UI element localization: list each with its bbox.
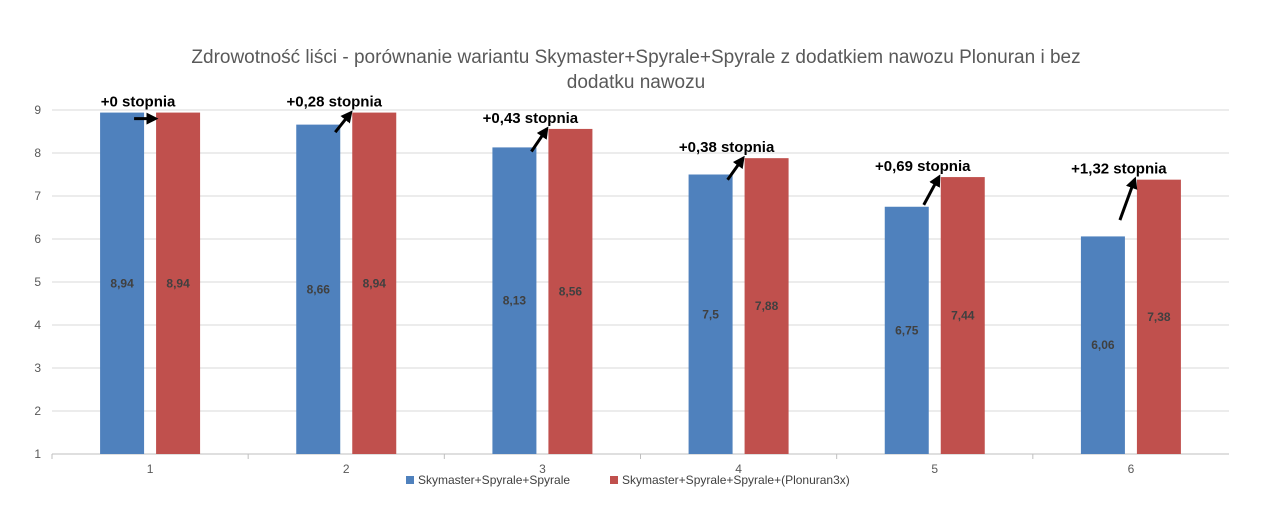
bar-series-2 (1136, 179, 1181, 454)
bar-series-2 (744, 158, 789, 454)
y-tick-label: 2 (34, 404, 41, 418)
change-annotation: +0,28 stopnia (287, 94, 383, 111)
chart-title-line-1: Zdrowotność liści - porównanie wariantu … (191, 47, 1080, 68)
x-tick-label: 2 (343, 462, 350, 476)
bar-series-2 (156, 112, 201, 454)
change-annotation: +0 stopnia (101, 94, 176, 111)
change-arrow (726, 155, 745, 181)
bar-series-1 (100, 112, 145, 454)
y-tick-label: 5 (34, 275, 41, 289)
data-label: 7,88 (755, 299, 779, 313)
bar-series-1 (1080, 236, 1125, 454)
change-annotation: +0,43 stopnia (483, 110, 579, 127)
y-tick-label: 7 (34, 189, 41, 203)
y-tick-label: 1 (34, 447, 41, 461)
data-label: 6,75 (895, 323, 919, 337)
legend-label-series-1: Skymaster+Spyrale+Spyrale (418, 473, 570, 487)
legend-label-series-2: Skymaster+Spyrale+Spyrale+(Plonuran3x) (622, 473, 850, 487)
data-label: 8,94 (110, 276, 134, 290)
change-arrow (1118, 176, 1138, 221)
data-label: 6,06 (1091, 338, 1115, 352)
bars: 8,94 8,94 8,66 8,94 8,13 8,56 7,5 7,88 6,75 7,44 6… (100, 112, 1181, 455)
data-label: 8,94 (363, 276, 387, 290)
data-label: 7,5 (702, 307, 719, 321)
data-label: 8,66 (307, 282, 331, 296)
chart-title-line-2: dodatku nawozu (567, 72, 705, 93)
change-arrow (922, 174, 941, 206)
y-tick-label: 3 (34, 361, 41, 375)
annotations: +0 stopnia +0,28 stopnia +0,43 stopnia +0,3… (101, 94, 1167, 221)
bar-series-1 (296, 124, 341, 455)
legend: Skymaster+Spyrale+Spyrale Skymaster+Spyra… (406, 473, 850, 487)
x-axis-ticks: 1 2 3 4 5 6 (51, 454, 1135, 476)
y-tick-label: 6 (34, 232, 41, 246)
change-arrow (530, 126, 549, 153)
data-label: 7,44 (951, 309, 975, 323)
data-label: 8,56 (559, 284, 583, 298)
gridlines (52, 109, 1229, 455)
bar-series-1 (688, 174, 733, 454)
x-tick-label: 5 (931, 462, 938, 476)
change-annotation: +0,38 stopnia (679, 139, 775, 156)
y-tick-label: 4 (34, 318, 41, 332)
legend-swatch-series-2 (610, 476, 618, 484)
data-label: 8,13 (503, 294, 527, 308)
change-arrow (334, 110, 353, 134)
bar-series-1 (884, 206, 929, 454)
change-annotation: +0,69 stopnia (875, 158, 971, 175)
x-tick-label: 1 (147, 462, 154, 476)
bar-series-1 (492, 147, 537, 454)
x-tick-label: 4 (735, 462, 742, 476)
x-tick-label: 3 (539, 462, 546, 476)
y-tick-label: 8 (34, 146, 41, 160)
bar-series-2 (352, 112, 397, 454)
change-annotation: +1,32 stopnia (1071, 161, 1167, 178)
bar-series-2 (940, 177, 985, 454)
data-label: 7,38 (1147, 310, 1171, 324)
legend-swatch-series-1 (406, 476, 414, 484)
y-axis-ticks: 1 2 3 4 5 6 7 8 9 (34, 103, 41, 461)
bar-series-2 (548, 128, 593, 455)
x-tick-label: 6 (1128, 462, 1135, 476)
y-tick-label: 9 (34, 103, 41, 117)
data-label: 8,94 (166, 276, 190, 290)
